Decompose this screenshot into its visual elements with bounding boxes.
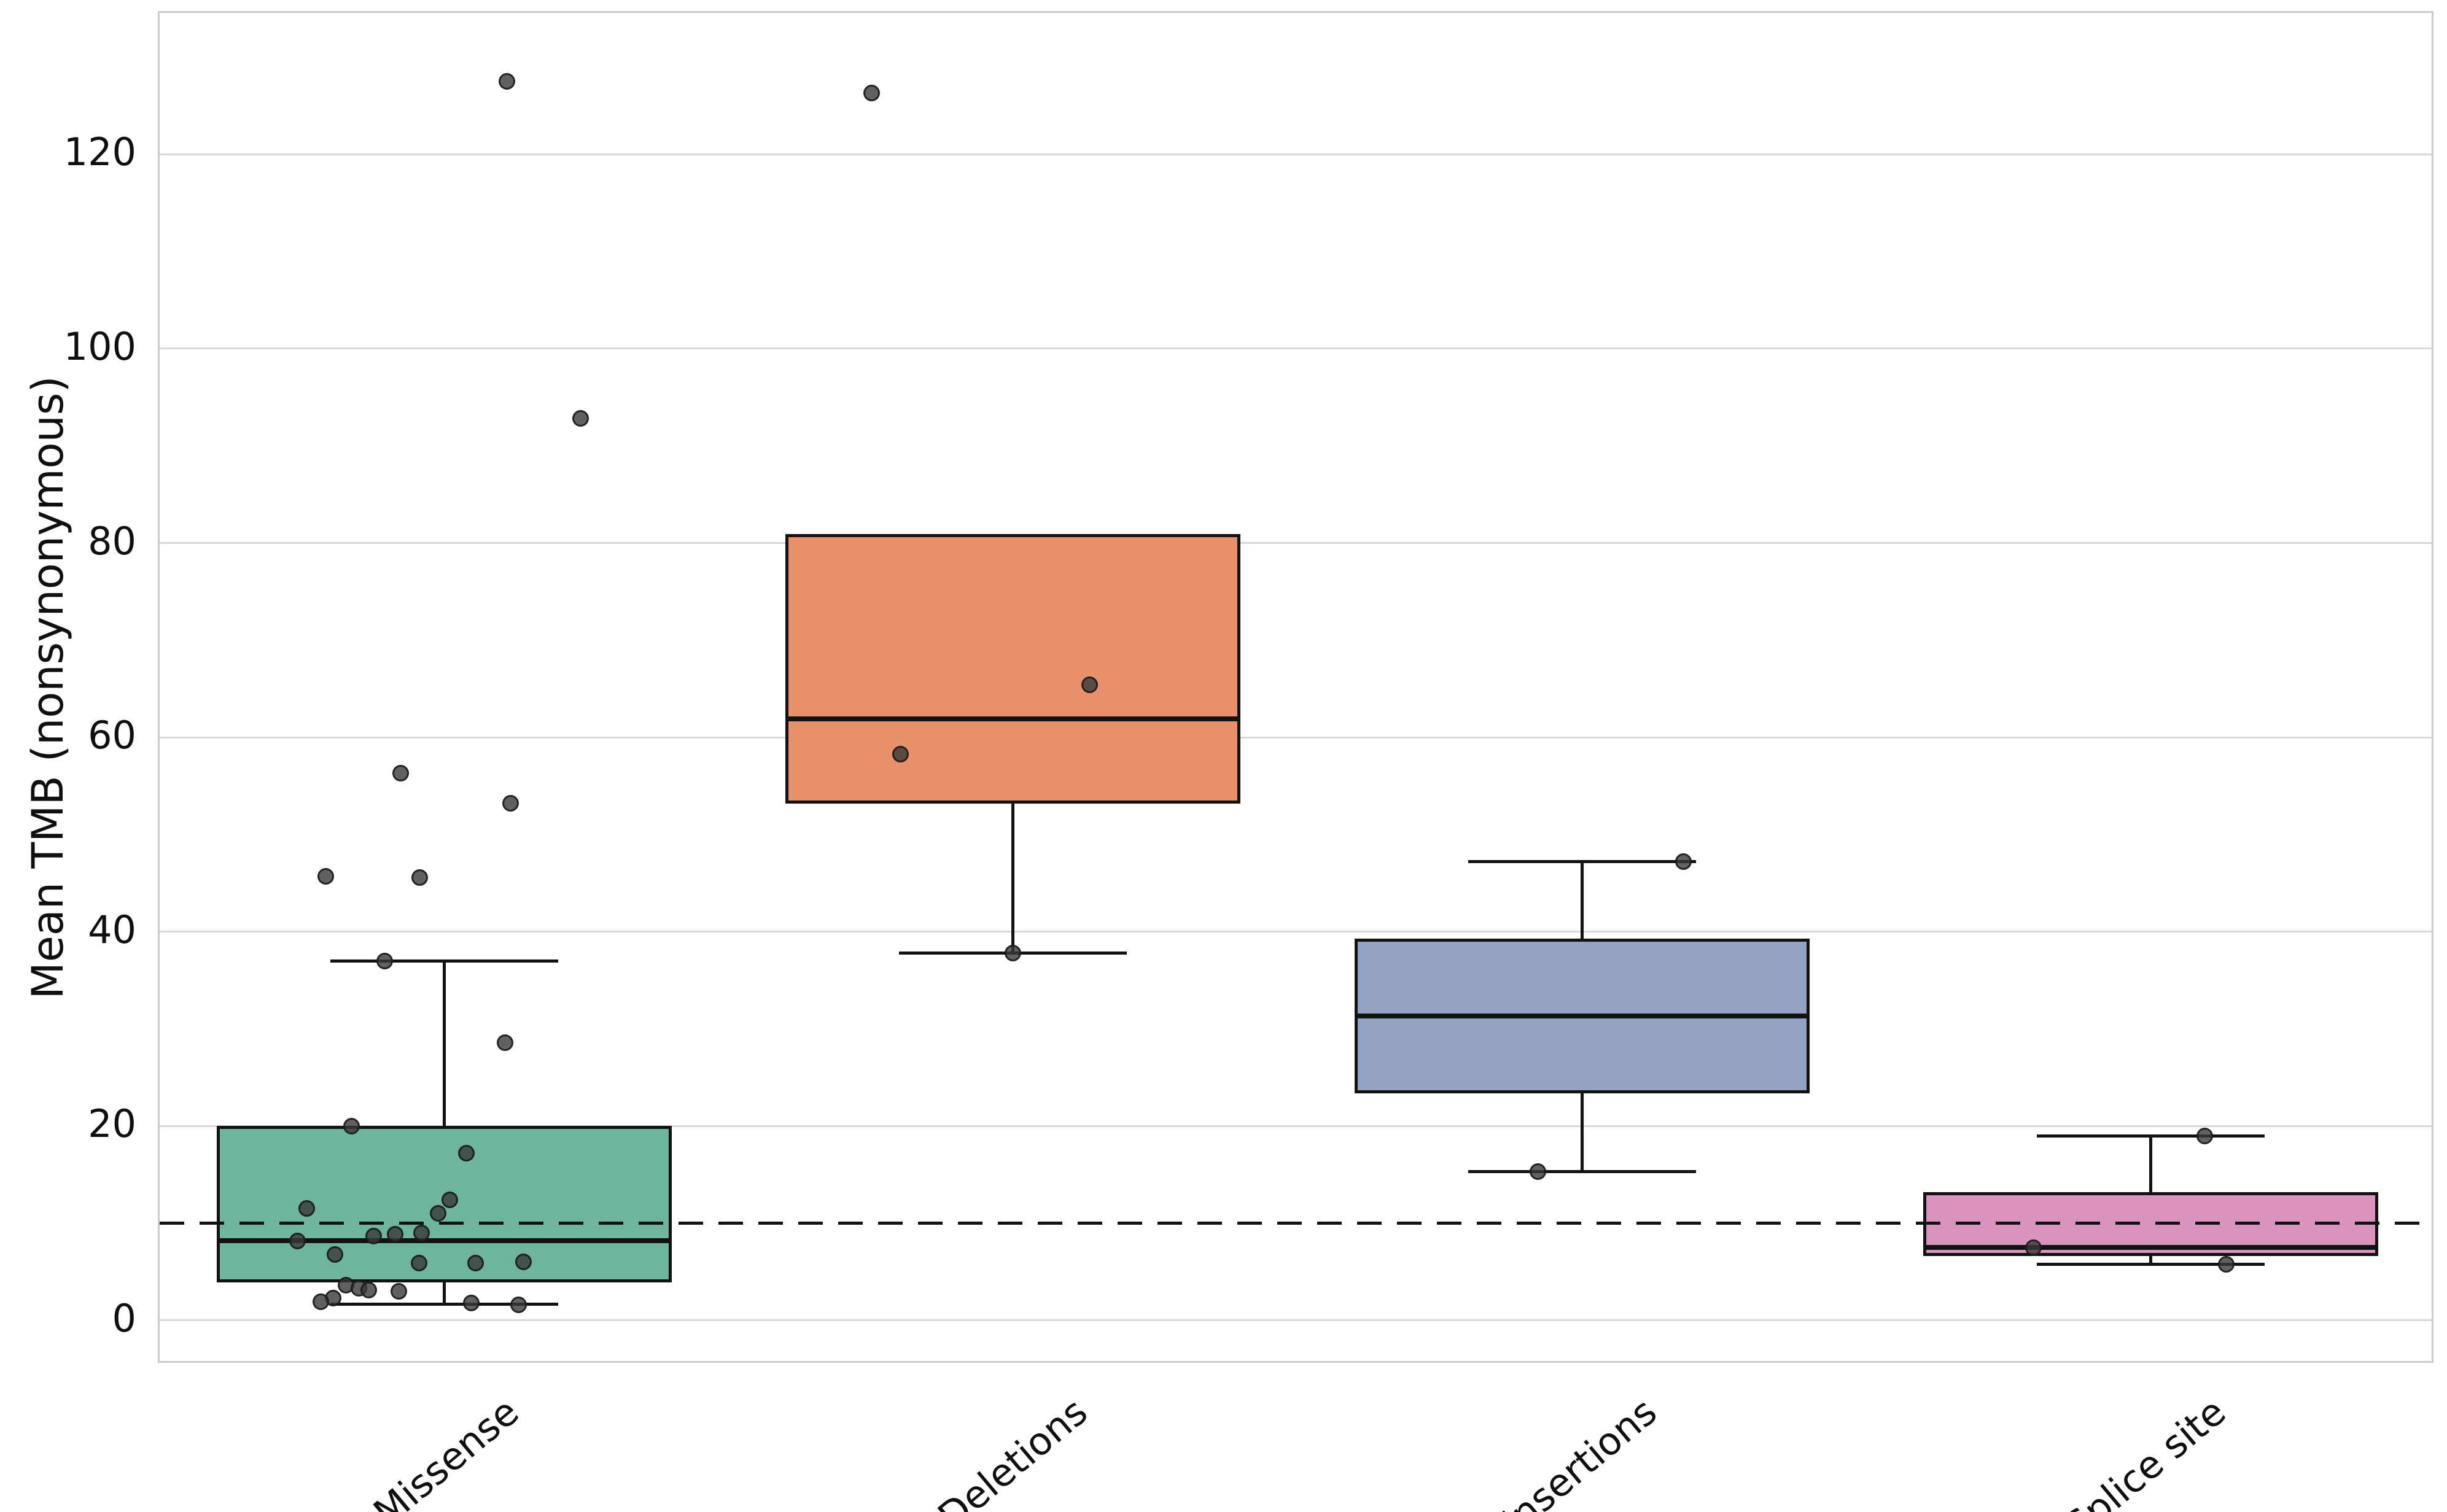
- plot-area: [158, 11, 2433, 1363]
- whisker-cap-upper-splice-site: [2037, 1134, 2265, 1138]
- y-axis-label: Mean TMB (nonsynonymous): [23, 376, 73, 999]
- data-point-missense: [343, 1117, 360, 1134]
- data-point-deletions: [863, 85, 881, 102]
- whisker-cap-lower-insertions: [1468, 1170, 1696, 1174]
- median-missense: [216, 1238, 672, 1244]
- gridline-y-80: [160, 542, 2432, 545]
- data-point-missense: [442, 1192, 458, 1209]
- x-tick-label-deletions: Deletions: [930, 1389, 1096, 1512]
- data-point-missense: [387, 1225, 404, 1243]
- y-tick-label-120: 120: [63, 130, 136, 175]
- data-point-missense: [410, 1255, 427, 1272]
- data-point-missense: [298, 1200, 316, 1217]
- box-deletions: [785, 534, 1241, 804]
- data-point-splice-site: [2025, 1239, 2042, 1256]
- data-point-missense: [515, 1254, 532, 1271]
- gridline-y-40: [160, 931, 2432, 933]
- gridline-y-100: [160, 347, 2432, 350]
- data-point-missense: [413, 1224, 430, 1241]
- y-tick-label-40: 40: [88, 907, 136, 952]
- whisker-lower-splice-site: [2149, 1256, 2153, 1265]
- x-tick-label-insertions: Insertions: [1493, 1389, 1665, 1512]
- data-point-missense: [502, 795, 519, 812]
- whisker-cap-upper-missense: [330, 959, 558, 963]
- whisker-upper-splice-site: [2149, 1136, 2153, 1192]
- data-point-missense: [467, 1255, 484, 1272]
- data-point-insertions: [1530, 1163, 1547, 1181]
- y-tick-label-100: 100: [63, 324, 136, 369]
- x-tick-label-missense: Missense: [365, 1389, 527, 1512]
- data-point-missense: [430, 1205, 447, 1222]
- data-point-missense: [390, 1282, 407, 1300]
- data-point-missense: [510, 1297, 527, 1314]
- whisker-lower-deletions: [1011, 803, 1015, 953]
- data-point-missense: [463, 1294, 480, 1311]
- data-point-missense: [365, 1227, 382, 1244]
- y-tick-label-60: 60: [88, 713, 136, 758]
- x-tick-label-splice-site: Splice site: [2056, 1389, 2234, 1512]
- data-point-missense: [317, 868, 335, 885]
- data-point-missense: [376, 952, 394, 969]
- whisker-lower-insertions: [1580, 1093, 1584, 1172]
- gridline-y-20: [160, 1125, 2432, 1127]
- data-point-missense: [360, 1282, 377, 1299]
- whisker-lower-missense: [442, 1282, 446, 1305]
- data-point-missense: [496, 1034, 513, 1051]
- data-point-deletions: [1005, 945, 1022, 962]
- data-point-missense: [457, 1145, 475, 1162]
- median-insertions: [1354, 1014, 1810, 1019]
- data-point-splice-site: [2196, 1127, 2214, 1144]
- whisker-cap-lower-missense: [330, 1302, 558, 1306]
- data-point-missense: [498, 73, 515, 90]
- gridline-y-120: [160, 153, 2432, 155]
- gridline-y-60: [160, 736, 2432, 739]
- whisker-cap-upper-insertions: [1468, 860, 1696, 864]
- whisker-cap-lower-splice-site: [2037, 1262, 2265, 1266]
- data-point-missense: [392, 765, 410, 782]
- data-point-insertions: [1675, 853, 1692, 870]
- whisker-upper-missense: [442, 961, 446, 1126]
- data-point-missense: [326, 1246, 343, 1263]
- data-point-deletions: [892, 745, 909, 762]
- y-tick-label-0: 0: [112, 1295, 136, 1341]
- data-point-deletions: [1081, 677, 1099, 694]
- median-deletions: [785, 716, 1241, 722]
- data-point-missense: [289, 1232, 306, 1249]
- gridline-y-0: [160, 1319, 2432, 1322]
- data-point-splice-site: [2218, 1255, 2235, 1273]
- median-splice-site: [1923, 1245, 2379, 1250]
- data-point-missense: [572, 410, 589, 427]
- data-point-missense: [312, 1293, 329, 1311]
- y-tick-label-80: 80: [88, 518, 136, 564]
- threshold-line: [160, 1222, 2432, 1225]
- y-tick-label-20: 20: [88, 1101, 136, 1147]
- data-point-missense: [411, 869, 428, 886]
- whisker-upper-insertions: [1580, 861, 1584, 939]
